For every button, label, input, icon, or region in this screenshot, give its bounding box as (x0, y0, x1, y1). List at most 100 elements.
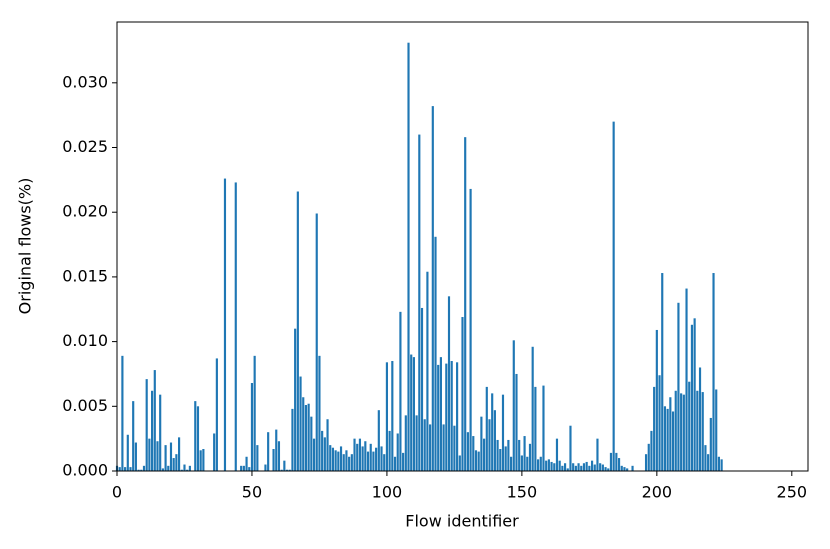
bar (447, 296, 451, 471)
bar (674, 390, 677, 471)
bar (701, 392, 704, 471)
bar (458, 455, 461, 471)
bar (348, 456, 351, 471)
bar (661, 273, 664, 471)
bar (426, 271, 429, 471)
bar (609, 452, 613, 471)
bar (175, 454, 178, 471)
bar (671, 411, 675, 471)
bar (161, 468, 164, 471)
bar (267, 432, 270, 471)
bar (477, 451, 480, 471)
bar (307, 403, 310, 471)
bar (372, 451, 375, 471)
bar (280, 469, 283, 471)
bar (412, 357, 415, 471)
bar (186, 469, 189, 471)
bar (285, 469, 289, 471)
bar (272, 449, 275, 471)
bar (488, 419, 491, 471)
bar (339, 446, 343, 471)
bar (555, 438, 559, 471)
bar (504, 446, 507, 471)
bar (709, 417, 712, 471)
bar (617, 458, 621, 471)
bar (596, 438, 599, 471)
bar (148, 438, 151, 471)
bar (188, 465, 191, 471)
bar (245, 456, 248, 471)
bar (528, 443, 532, 471)
bar (601, 464, 604, 471)
bar (361, 446, 364, 471)
bar (423, 419, 426, 471)
bar (358, 438, 362, 471)
bar (196, 406, 200, 471)
bar (582, 463, 586, 471)
bar (574, 465, 577, 471)
bar (461, 317, 464, 471)
bar (121, 355, 124, 471)
bar (434, 236, 437, 471)
bar (156, 441, 159, 471)
bar (501, 394, 505, 471)
bar (607, 468, 610, 471)
bar (275, 429, 278, 471)
bar (539, 456, 542, 471)
bar (132, 401, 135, 471)
bar (431, 106, 434, 471)
bar (698, 367, 702, 471)
bar (369, 443, 372, 471)
y-tick-label: 0.005 (62, 396, 108, 415)
bar (534, 386, 537, 471)
bar (485, 386, 488, 471)
bar (469, 188, 472, 471)
bar (407, 42, 410, 471)
bar (391, 361, 394, 471)
bar (474, 450, 478, 471)
bar (588, 465, 591, 471)
bar (507, 439, 510, 471)
bar (615, 452, 618, 471)
bar (593, 464, 596, 471)
bar (653, 386, 656, 471)
bar (321, 430, 324, 471)
bar (590, 460, 594, 471)
bar (669, 397, 672, 471)
bar (496, 439, 499, 471)
x-tick-label: 150 (507, 483, 538, 502)
bar (647, 443, 650, 471)
bar (153, 370, 156, 471)
bar (599, 463, 602, 471)
bar (299, 376, 302, 471)
bar (380, 446, 383, 471)
bar (704, 445, 707, 471)
bar (569, 425, 572, 471)
bar (366, 451, 370, 471)
bar (169, 442, 173, 471)
bar (145, 379, 148, 471)
bar (604, 467, 607, 471)
bar (499, 449, 502, 471)
bar (342, 454, 345, 471)
bar (715, 389, 718, 471)
bar (515, 373, 518, 471)
bar (326, 419, 329, 471)
bar (677, 302, 680, 471)
bar (323, 437, 326, 471)
bar (420, 307, 424, 471)
bar (696, 390, 699, 471)
y-tick-label: 0.020 (62, 202, 108, 221)
bar (399, 311, 402, 471)
bar (118, 467, 121, 471)
bar (545, 460, 548, 471)
bar (215, 358, 218, 471)
bar (356, 443, 359, 471)
bar (445, 363, 448, 471)
bar (294, 328, 297, 471)
bar (542, 385, 545, 471)
bar (234, 182, 237, 471)
bar (248, 467, 251, 471)
bar (558, 460, 561, 471)
